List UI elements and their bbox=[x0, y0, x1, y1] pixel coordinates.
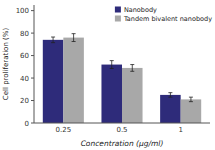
error-bar-cap bbox=[130, 71, 134, 72]
y-tick bbox=[31, 10, 34, 11]
bars bbox=[43, 34, 201, 123]
error-bar-stem bbox=[132, 65, 133, 72]
bar bbox=[43, 40, 64, 123]
chart-svg: 0 20 40 60 80 100 0.25 0.5 1 Concentration (μg/ml… bbox=[0, 0, 215, 150]
chart-container: 0 20 40 60 80 100 0.25 0.5 1 Concentration (μg/ml… bbox=[0, 0, 215, 150]
error-bar-stem bbox=[73, 34, 74, 42]
error-bar-stem bbox=[190, 97, 191, 101]
x-tick-label: 0.25 bbox=[56, 126, 72, 134]
x-tick-label: 0.5 bbox=[116, 126, 127, 134]
y-tick-label: 0 bbox=[25, 120, 29, 128]
y-tick bbox=[31, 78, 34, 79]
error-bar-cap bbox=[72, 33, 76, 34]
error-bar-cap bbox=[189, 97, 193, 98]
error-bar-cap bbox=[110, 60, 114, 61]
error-bar-cap bbox=[130, 64, 134, 65]
y-tick bbox=[31, 33, 34, 34]
error-bar-stem bbox=[53, 37, 54, 43]
error-bar-cap bbox=[51, 37, 55, 38]
x-axis-label: Concentration (μg/ml) bbox=[81, 139, 164, 148]
y-tick-label: 80 bbox=[20, 30, 29, 38]
legend-label: Nanobody bbox=[124, 6, 157, 14]
legend: NanobodyTandem bivalent nanobody bbox=[115, 6, 212, 23]
error-bar bbox=[189, 97, 193, 101]
error-bar bbox=[72, 34, 76, 42]
error-bar-cap bbox=[168, 92, 172, 93]
page: {"chart_data": {"type": "bar", "xlabel":… bbox=[0, 0, 215, 150]
bar bbox=[101, 65, 122, 123]
error-bar-cap bbox=[189, 101, 193, 102]
error-bar bbox=[51, 37, 55, 43]
error-bar-cap bbox=[110, 68, 114, 69]
error-bar bbox=[168, 93, 172, 97]
legend-swatch bbox=[115, 16, 121, 22]
bar bbox=[63, 38, 84, 123]
y-axis-label: Cell proliferation (%) bbox=[2, 28, 10, 101]
y-tick bbox=[31, 55, 34, 56]
y-tick bbox=[31, 123, 34, 124]
y-tick-label: 100 bbox=[16, 7, 29, 15]
error-bar-cap bbox=[51, 42, 55, 43]
bar bbox=[122, 68, 143, 123]
y-tick-label: 60 bbox=[20, 52, 29, 60]
legend-label: Tandem bivalent nanobody bbox=[123, 15, 212, 23]
x-tick-label: 1 bbox=[178, 126, 182, 134]
bar bbox=[181, 99, 202, 123]
error-bar-cap bbox=[168, 97, 172, 98]
y-axis-line bbox=[34, 5, 35, 123]
bar bbox=[160, 95, 181, 123]
error-bar bbox=[110, 61, 114, 69]
error-bar-stem bbox=[111, 61, 112, 69]
error-bar bbox=[130, 65, 134, 72]
error-bar-cap bbox=[72, 41, 76, 42]
error-bar-stem bbox=[170, 93, 171, 97]
y-tick-label: 20 bbox=[20, 97, 29, 105]
x-axis-line bbox=[34, 123, 210, 124]
legend-swatch bbox=[115, 7, 121, 13]
y-tick bbox=[31, 100, 34, 101]
y-tick-label: 40 bbox=[20, 75, 29, 83]
